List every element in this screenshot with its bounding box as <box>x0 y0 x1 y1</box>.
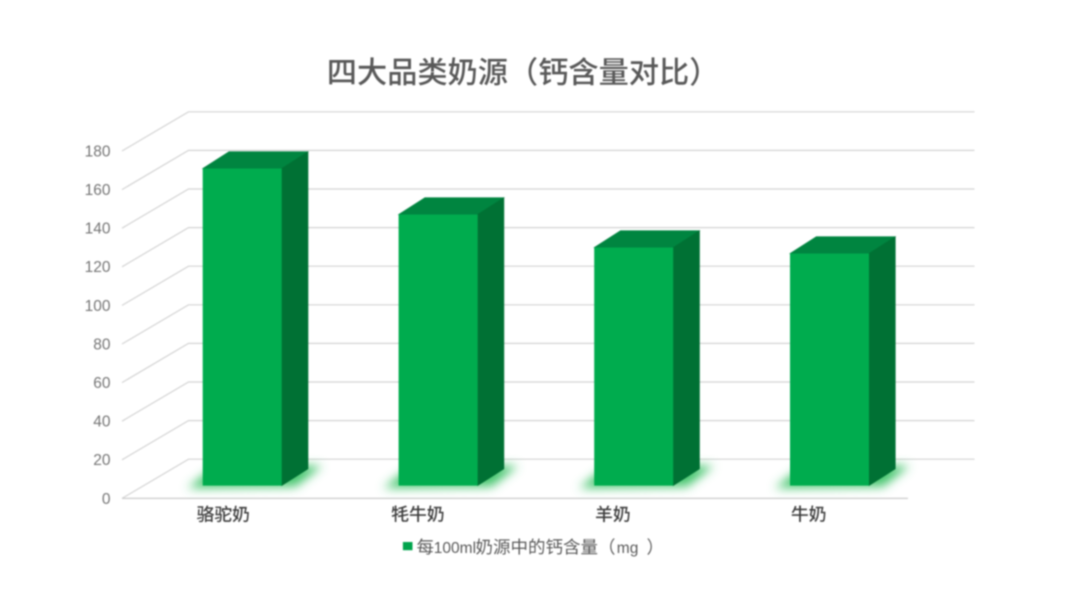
svg-text:40: 40 <box>93 414 111 431</box>
svg-text:80: 80 <box>93 336 111 353</box>
svg-text:mg: mg <box>617 540 639 557</box>
svg-text:120: 120 <box>85 259 111 276</box>
svg-text:100: 100 <box>85 298 111 315</box>
svg-text:0: 0 <box>102 491 111 508</box>
svg-text:180: 180 <box>85 143 111 160</box>
svg-text:60: 60 <box>93 375 111 392</box>
svg-text:140: 140 <box>85 221 111 238</box>
svg-text:160: 160 <box>85 182 111 199</box>
svg-text:100ml: 100ml <box>434 540 476 557</box>
svg-text:20: 20 <box>93 452 111 469</box>
